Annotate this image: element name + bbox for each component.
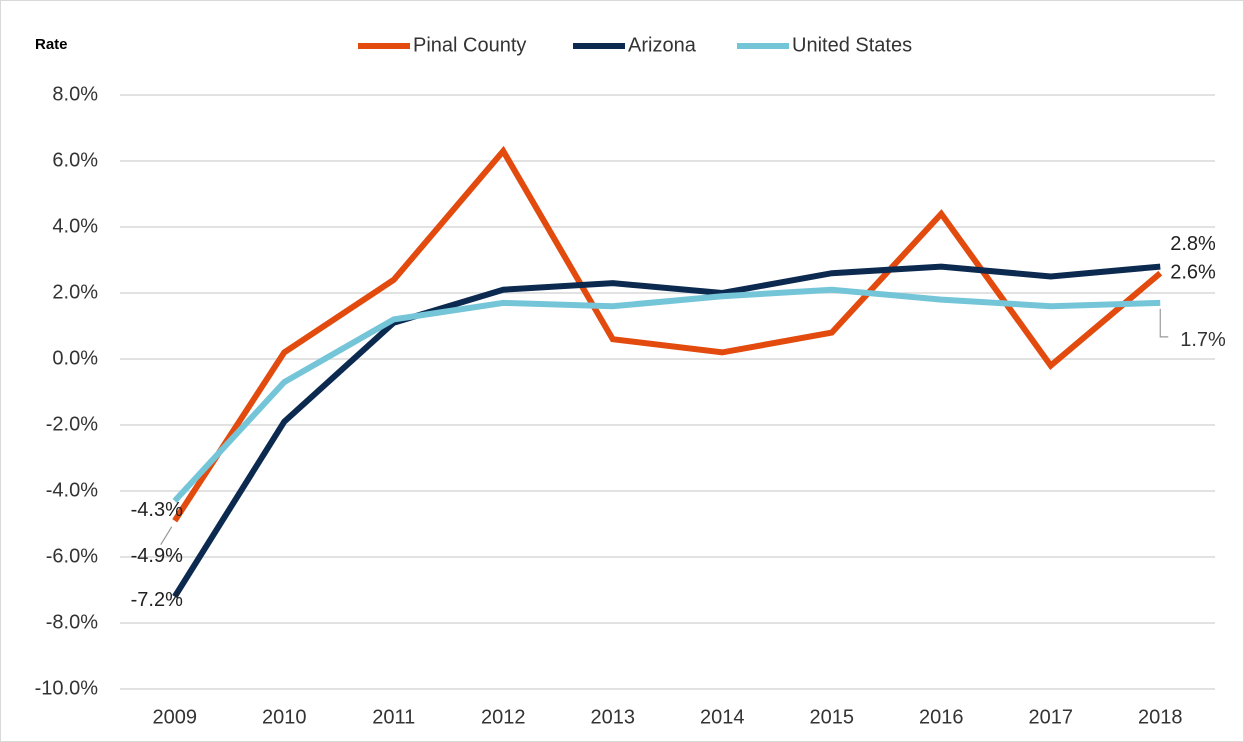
series-line (172, 286, 1161, 503)
y-tick-label: -10.0% (35, 677, 99, 699)
legend-label: Arizona (628, 34, 697, 56)
x-tick-label: 2016 (919, 706, 964, 728)
data-label: 2.6% (1170, 261, 1216, 283)
x-tick-label: 2014 (700, 706, 745, 728)
y-tick-label: 0.0% (52, 347, 98, 369)
y-tick-label: -4.0% (46, 479, 98, 501)
series-line (172, 263, 1161, 599)
y-tick-label: 6.0% (52, 149, 98, 171)
x-tick-label: 2010 (262, 706, 307, 728)
x-tick-label: 2009 (153, 706, 198, 728)
x-tick-label: 2018 (1138, 706, 1183, 728)
y-tick-label: -6.0% (46, 545, 98, 567)
leader-line (160, 526, 173, 546)
series-line (172, 145, 1163, 523)
y-tick-label: 8.0% (52, 83, 98, 105)
y-axis-label: Rate (35, 36, 68, 53)
y-tick-label: 4.0% (52, 215, 98, 237)
data-label: -4.3% (131, 499, 183, 521)
x-tick-label: 2012 (481, 706, 526, 728)
legend-label: United States (792, 34, 912, 56)
y-tick-label: -8.0% (46, 611, 98, 633)
y-tick-label: -2.0% (46, 413, 98, 435)
leader-line (1159, 308, 1169, 338)
x-tick-label: 2015 (810, 706, 855, 728)
x-tick-label: 2011 (372, 706, 415, 728)
legend-label: Pinal County (413, 34, 526, 56)
data-label: -4.9% (131, 545, 183, 567)
y-tick-label: 2.0% (52, 281, 98, 303)
data-label: 1.7% (1180, 329, 1226, 351)
data-label: -7.2% (131, 589, 183, 611)
x-tick-label: 2013 (591, 706, 636, 728)
data-label: 2.8% (1170, 233, 1216, 255)
x-tick-label: 2017 (1029, 706, 1074, 728)
